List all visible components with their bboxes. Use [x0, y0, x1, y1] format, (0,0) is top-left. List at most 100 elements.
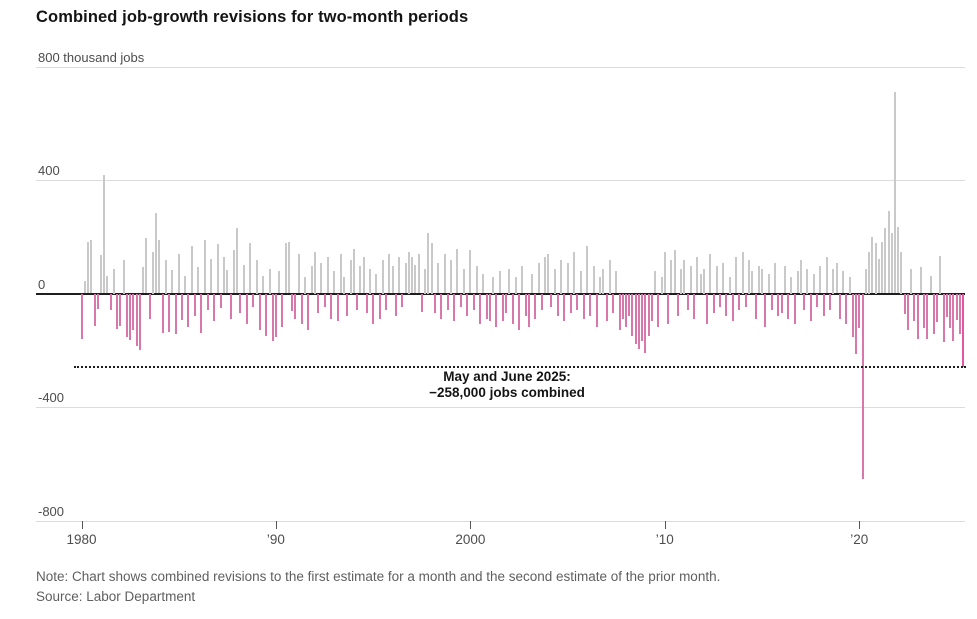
- bar: [845, 293, 848, 325]
- bar: [229, 293, 232, 319]
- bar: [547, 254, 550, 294]
- bar: [654, 271, 657, 294]
- annotation-line2: −258,000 jobs combined: [429, 385, 585, 400]
- zero-axis-line: [36, 292, 965, 295]
- bar: [112, 268, 115, 294]
- bar: [835, 262, 838, 294]
- bar: [625, 293, 627, 327]
- bar: [861, 293, 864, 480]
- bar: [462, 268, 465, 294]
- bar: [190, 245, 193, 294]
- bar: [96, 293, 99, 309]
- bar: [424, 268, 426, 294]
- bar: [699, 274, 702, 294]
- bar: [145, 237, 148, 294]
- bar: [349, 260, 352, 294]
- bar: [949, 293, 951, 329]
- bar: [868, 251, 870, 294]
- bar: [829, 293, 832, 310]
- bar: [226, 269, 229, 294]
- bar: [498, 271, 501, 294]
- bar: [184, 275, 187, 294]
- bar: [825, 257, 828, 294]
- x-tick-1980: [81, 520, 83, 529]
- bar: [125, 293, 128, 337]
- annotation: May and June 2025: −258,000 jobs combine…: [397, 369, 617, 401]
- bar: [787, 293, 789, 319]
- bar: [955, 293, 958, 320]
- x-tick-label-1990: ’90: [266, 531, 285, 547]
- bar: [381, 260, 384, 294]
- bar: [443, 254, 446, 294]
- bar: [453, 293, 456, 322]
- bar: [595, 293, 598, 327]
- bar: [903, 293, 906, 314]
- bar: [764, 293, 767, 327]
- bar: [427, 232, 430, 294]
- bar: [582, 293, 585, 319]
- bar: [343, 277, 345, 294]
- bar: [929, 275, 932, 294]
- bar: [420, 293, 423, 313]
- bar: [936, 293, 939, 323]
- bar: [744, 293, 747, 308]
- bar: [890, 233, 893, 294]
- bar: [388, 254, 391, 294]
- bar: [336, 293, 339, 322]
- bar: [919, 267, 922, 294]
- bar: [456, 248, 459, 294]
- bar: [404, 262, 407, 294]
- bar: [138, 293, 141, 351]
- bar: [206, 293, 209, 310]
- bar: [877, 258, 880, 294]
- bar: [155, 213, 157, 294]
- bar: [793, 293, 796, 325]
- bar: [119, 293, 122, 327]
- bar: [602, 268, 605, 294]
- bar: [187, 293, 190, 327]
- bar: [676, 293, 679, 316]
- bar: [932, 293, 935, 334]
- bar: [592, 265, 595, 294]
- bar: [667, 293, 670, 324]
- bar: [368, 268, 371, 294]
- bar: [832, 268, 835, 294]
- bar: [796, 271, 799, 294]
- bar: [385, 293, 388, 310]
- bar: [417, 253, 420, 294]
- bar: [644, 293, 647, 353]
- bar: [822, 293, 825, 316]
- bar: [589, 293, 592, 316]
- bar: [518, 293, 520, 330]
- bar: [531, 274, 533, 294]
- bar: [317, 293, 320, 313]
- bar: [910, 268, 913, 294]
- bar: [274, 293, 277, 337]
- bar: [563, 293, 566, 322]
- bar: [712, 293, 715, 313]
- bar: [378, 293, 381, 319]
- x-tick-2020: [859, 520, 861, 529]
- gridline-400: [36, 180, 965, 181]
- bar: [304, 277, 307, 294]
- bar: [203, 240, 206, 294]
- bar: [893, 91, 896, 294]
- bar: [255, 260, 258, 294]
- bar: [527, 293, 530, 327]
- bar: [770, 293, 773, 310]
- bar: [80, 293, 83, 339]
- bar: [440, 293, 443, 319]
- bar: [433, 293, 436, 313]
- bar: [945, 293, 948, 317]
- reference-dotted-line: [74, 365, 966, 368]
- bar: [673, 250, 676, 294]
- x-tick-label-2010: ’10: [655, 531, 674, 547]
- bar: [271, 293, 274, 342]
- bar: [171, 270, 174, 294]
- y-tick-label-400: 400: [38, 163, 60, 178]
- bar: [472, 293, 475, 310]
- bar: [767, 274, 770, 294]
- bar: [783, 265, 786, 294]
- bar: [540, 293, 543, 310]
- bar: [281, 293, 284, 327]
